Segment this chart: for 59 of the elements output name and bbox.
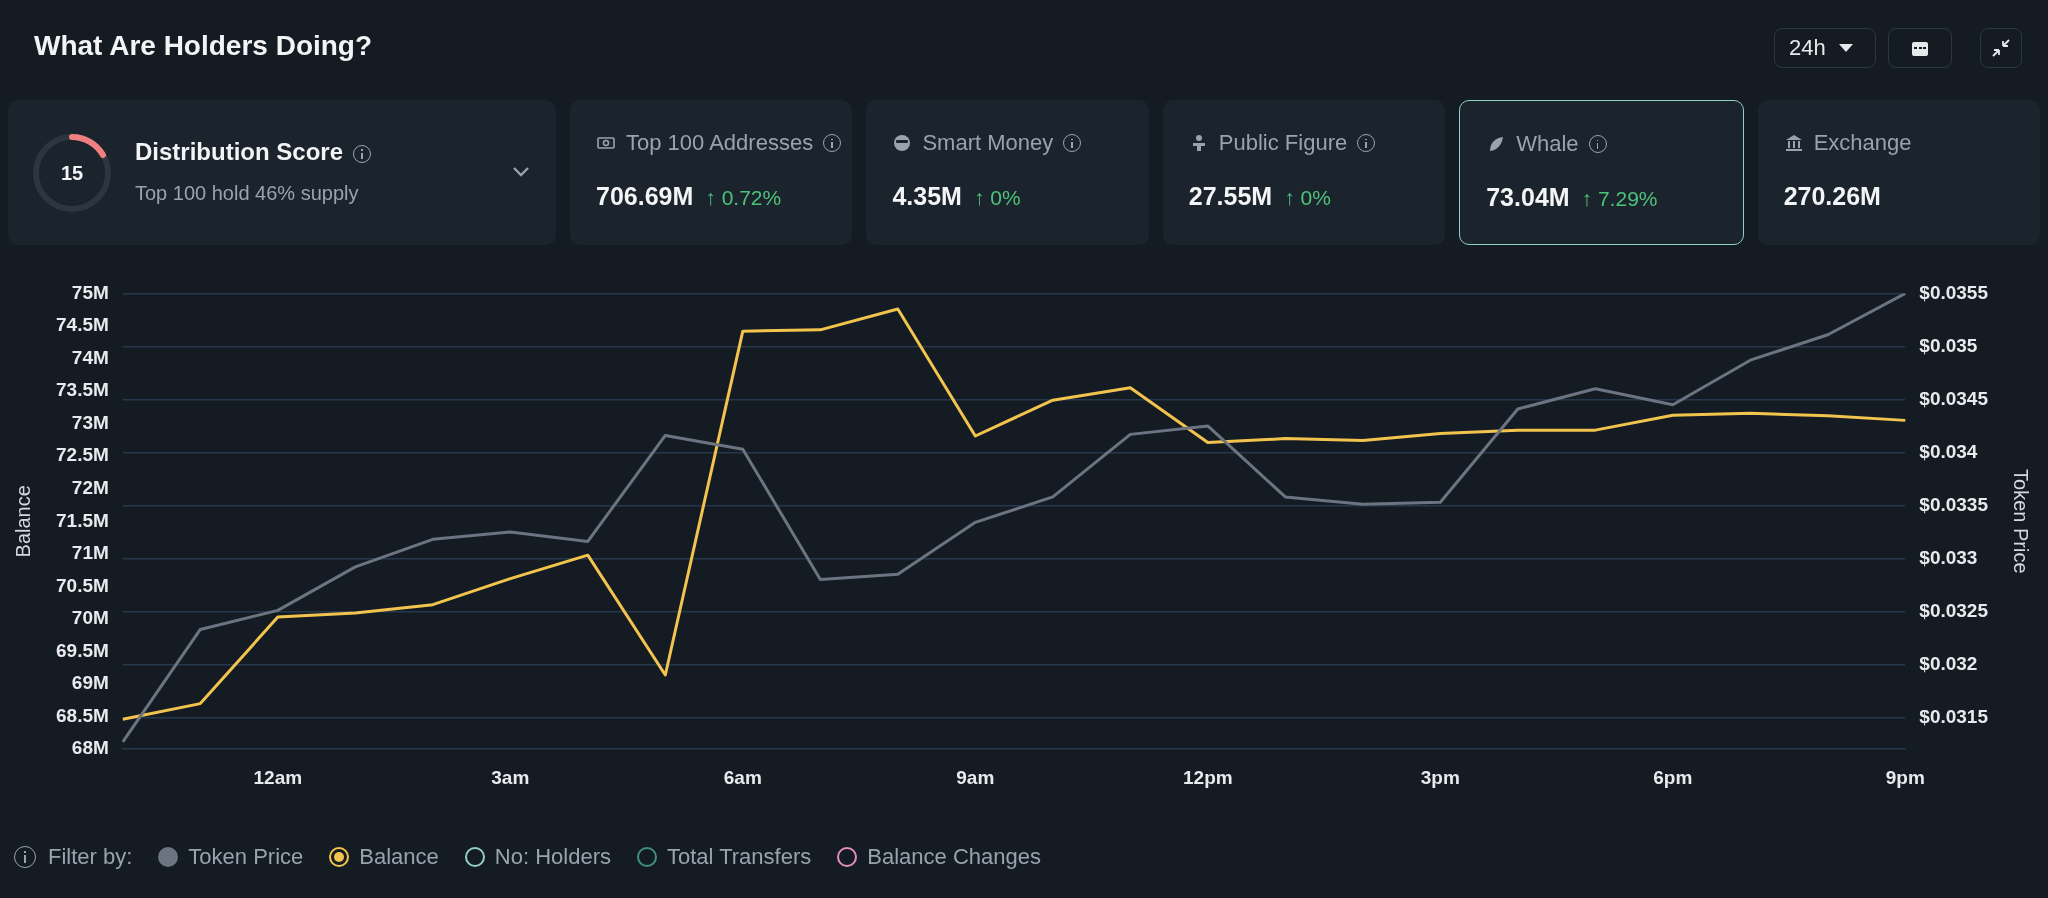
y-tick-label: 70.5M [55,574,109,596]
category-label: Public Figure [1218,130,1348,156]
category-label: Distribution Score [135,138,345,166]
text: 4.35M [892,182,962,210]
text: ↑ 0% [973,186,1021,209]
y2-tick-label: $0.034 [1919,440,1978,462]
y2-tick-label: $0.032 [1919,652,1978,674]
y2-tick-label: $0.0355 [1919,281,1989,303]
y-tick-label: 69.5M [55,639,109,661]
y2-axis-title: Token Price [2010,469,2033,574]
text: ↑ 0% [1284,186,1331,209]
text: Balance Changes [866,844,1041,870]
y-tick-label: 72.5M [55,444,109,466]
text: Filter by: [48,844,133,870]
y2-tick-label: $0.0345 [1919,387,1989,409]
y-tick-label: 69M [71,672,109,694]
text: Total Transfers [666,844,812,870]
category-label: Top 100 Addresses [626,130,814,156]
y-tick-label: 71M [71,542,109,564]
text: What Are Holders Doing? [34,30,373,62]
y-tick-label: 71.5M [55,509,109,531]
text: 15 [60,161,84,184]
x-tick-label: 6am [723,766,762,788]
y-tick-label: 73M [71,411,109,433]
y-tick-label: 73.5M [55,379,109,401]
y-tick-label: 68.5M [55,704,109,726]
y-tick-label: 68M [71,737,109,759]
x-tick-label: 12pm [1182,766,1233,788]
y-tick-label: 74M [71,346,109,368]
y-tick-label: 75M [71,281,109,303]
y2-tick-label: $0.0315 [1919,705,1989,727]
text: 73.04M [1486,183,1570,211]
y-tick-label: 70M [71,607,109,629]
x-tick-label: 9pm [1885,766,1925,788]
x-tick-label: 6pm [1653,766,1693,788]
text: ↑ 0.72% [705,186,782,209]
y-tick-label: 74.5M [55,314,109,336]
y-axis-title: Balance [11,485,34,558]
text: ↑ 7.29% [1581,187,1658,210]
x-tick-label: 3pm [1420,766,1460,788]
x-tick-label: 12am [253,766,303,788]
x-tick-label: 3am [491,766,530,788]
text: 270.26M [1783,182,1881,210]
y2-tick-label: $0.0325 [1919,599,1989,621]
legend-label: Balance [358,844,439,870]
y2-tick-label: $0.0335 [1919,493,1989,515]
legend-label: Token Price [187,844,304,870]
text: No: Holders [493,844,611,870]
text: 27.55M [1188,182,1273,210]
y2-tick-label: $0.035 [1919,334,1978,356]
y2-tick-label: $0.033 [1919,546,1978,568]
category-label: Exchange [1813,130,1912,156]
x-tick-label: 9am [956,766,995,788]
category-label: Whale [1516,131,1579,157]
text: Top 100 hold 46% supply [135,182,359,205]
y-tick-label: 72M [71,476,109,498]
text: 24h [1789,35,1826,61]
category-label: Smart Money [922,130,1054,156]
text: 706.69M [596,182,694,210]
